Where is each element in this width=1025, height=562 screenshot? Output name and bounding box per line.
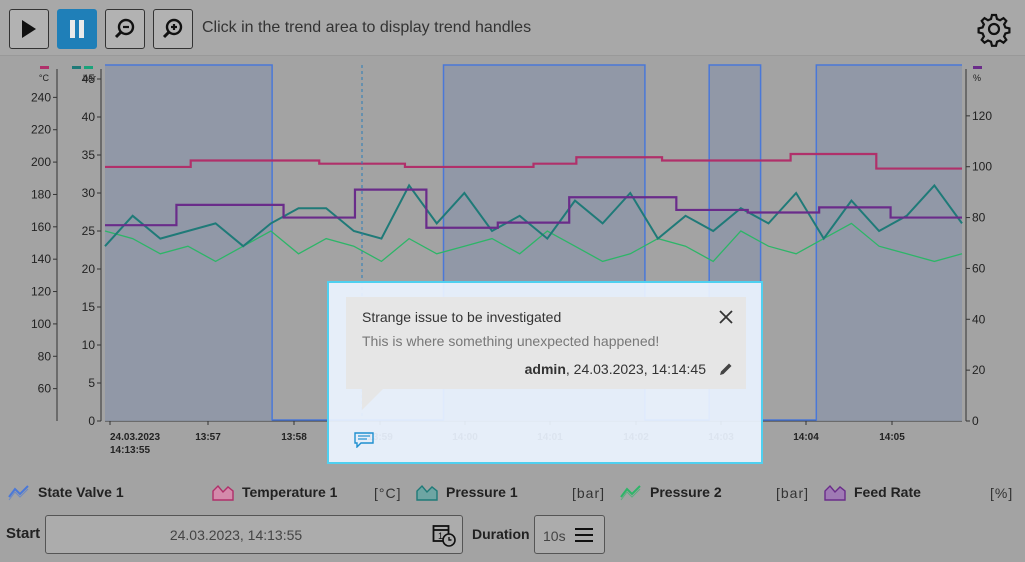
annotation-bubble-tail — [362, 388, 384, 410]
zoom-in-button[interactable] — [153, 9, 193, 49]
temperature-tick-label: 180 — [31, 187, 51, 201]
gear-icon[interactable] — [976, 11, 1012, 47]
temperature-tick-label: 120 — [31, 285, 51, 299]
toolbar: Click in the trend area to display trend… — [0, 0, 1025, 56]
percent-tick-label: 80 — [972, 211, 986, 225]
pressure-unit: bar — [83, 73, 96, 83]
start-datetime-value: 24.03.2023, 14:13:55 — [169, 527, 303, 543]
time-controls: Start 24.03.2023, 14:13:55 1 Duration 10… — [0, 513, 1025, 557]
trend-icon — [8, 485, 29, 501]
percent-tick-label: 20 — [972, 363, 986, 377]
pressure-tick-label: 15 — [82, 300, 96, 314]
legend-unit: [bar] — [776, 485, 810, 501]
trend-icon — [824, 484, 846, 501]
time-tick-label: 13:58 — [281, 432, 307, 443]
annotation-author: admin — [524, 361, 566, 377]
zoom-out-icon — [114, 18, 135, 39]
temperature-tick-label: 200 — [31, 155, 51, 169]
percent-tick-label: 40 — [972, 312, 986, 326]
series-line-temperature-1 — [105, 152, 962, 170]
series-line-pressure-1 — [104, 183, 963, 248]
legend-label: State Valve 1 — [38, 484, 124, 500]
percent-unit-swatch — [973, 66, 982, 69]
temperature-tick-label: 80 — [38, 349, 52, 363]
pause-icon — [70, 20, 84, 38]
trend-icon — [212, 484, 234, 501]
start-datetime-field[interactable]: 24.03.2023, 14:13:55 1 — [45, 515, 463, 554]
temperature-tick-label: 60 — [38, 382, 52, 396]
temperature-tick-label: 140 — [31, 252, 51, 266]
pressure-tick-label: 45 — [82, 72, 96, 86]
legend-item-pressure-2[interactable]: Pressure 2 — [620, 480, 722, 504]
pressure-tick-label: 5 — [88, 376, 95, 390]
zoom-out-button[interactable] — [105, 9, 145, 49]
legend-item-pressure-1[interactable]: Pressure 1 — [416, 480, 518, 504]
legend-label: Feed Rate — [854, 484, 921, 500]
duration-label: Duration — [472, 526, 530, 542]
start-label: Start — [6, 525, 41, 542]
pressure-tick-label: 0 — [88, 414, 95, 428]
state-valve-fill — [816, 65, 962, 421]
calendar-clock-icon[interactable]: 1 — [432, 523, 456, 547]
annotation-timestamp: , 24.03.2023, 14:14:45 — [565, 361, 706, 377]
annotation-meta: admin, 24.03.2023, 14:14:45 — [450, 361, 706, 377]
chart-legend: State Valve 1 Temperature 1 [°C] Pressur… — [0, 480, 1025, 506]
pressure-tick-label: 35 — [82, 148, 96, 162]
series-line-feed-rate — [105, 188, 962, 229]
pencil-icon[interactable] — [718, 361, 734, 377]
temperature-tick-label: 100 — [31, 317, 51, 331]
time-tick-label: 24.03.2023 — [110, 432, 160, 443]
svg-text:1: 1 — [438, 531, 443, 541]
legend-unit: [%] — [990, 485, 1014, 501]
trend-icon — [620, 485, 641, 501]
state-valve-fill — [105, 65, 273, 421]
close-icon[interactable] — [716, 307, 736, 327]
menu-icon[interactable] — [575, 527, 593, 543]
pressure-tick-label: 20 — [82, 262, 96, 276]
time-tick-label: 14:05 — [879, 432, 905, 443]
play-icon — [22, 20, 36, 38]
time-tick-label: 14:13:55 — [110, 445, 150, 456]
pressure-unit-swatch — [72, 66, 81, 69]
duration-select[interactable]: 10s — [534, 515, 605, 554]
time-tick-label: 13:57 — [195, 432, 221, 443]
temperature-tick-label: 240 — [31, 90, 51, 104]
legend-item-feed-rate[interactable]: Feed Rate — [824, 480, 921, 504]
legend-item-state-valve-1[interactable]: State Valve 1 — [8, 480, 124, 504]
trend-icon — [416, 484, 438, 501]
temperature-unit: °C — [39, 73, 50, 83]
duration-value: 10s — [543, 528, 566, 544]
legend-label: Pressure 2 — [650, 484, 722, 500]
play-button[interactable] — [9, 9, 49, 49]
comment-icon[interactable] — [354, 432, 374, 448]
pressure-tick-label: 30 — [82, 186, 96, 200]
legend-label: Pressure 1 — [446, 484, 518, 500]
annotation-bubble — [346, 297, 746, 389]
annotation-description: This is where something unexpected happe… — [362, 333, 660, 349]
pressure-tick-label: 10 — [82, 338, 96, 352]
legend-item-temperature-1[interactable]: Temperature 1 — [212, 480, 337, 504]
temperature-unit-swatch — [40, 66, 49, 69]
temperature-tick-label: 220 — [31, 123, 51, 137]
pressure-tick-label: 40 — [82, 110, 96, 124]
time-tick-label: 14:04 — [793, 432, 819, 443]
temperature-tick-label: 160 — [31, 220, 51, 234]
percent-tick-label: 120 — [972, 109, 992, 123]
pressure-unit-swatch — [84, 66, 93, 69]
percent-tick-label: 60 — [972, 261, 986, 275]
percent-tick-label: 0 — [972, 414, 979, 428]
percent-tick-label: 100 — [972, 160, 992, 174]
pause-button[interactable] — [57, 9, 97, 49]
legend-label: Temperature 1 — [242, 484, 338, 500]
legend-unit: [°C] — [374, 485, 402, 501]
pressure-tick-label: 25 — [82, 224, 96, 238]
percent-unit: % — [973, 73, 981, 83]
zoom-in-icon — [162, 18, 183, 39]
annotation-title: Strange issue to be investigated — [362, 309, 562, 325]
legend-unit: [bar] — [572, 485, 606, 501]
toolbar-hint: Click in the trend area to display trend… — [202, 19, 532, 36]
